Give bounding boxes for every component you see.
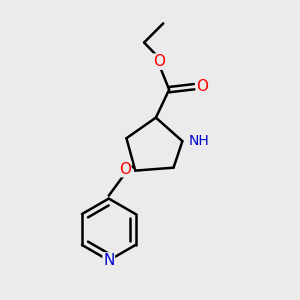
Text: O: O [119, 162, 131, 177]
Text: O: O [153, 54, 165, 69]
Text: NH: NH [188, 134, 209, 148]
Text: O: O [196, 79, 208, 94]
Text: N: N [103, 253, 115, 268]
